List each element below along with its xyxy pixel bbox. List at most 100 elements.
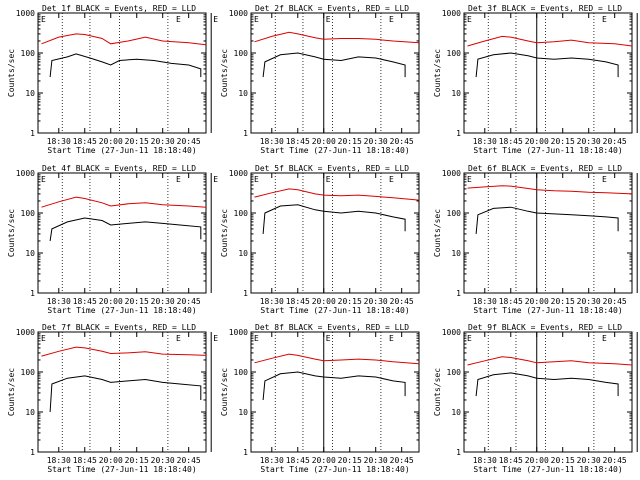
x-tick-label: 18:30 xyxy=(473,456,497,465)
x-tick-label: 18:30 xyxy=(473,137,497,146)
x-tick-label: 20:45 xyxy=(603,297,627,306)
events-series-line xyxy=(475,52,619,78)
y-tick-label: 100 xyxy=(21,209,36,218)
events-series-line xyxy=(49,375,202,413)
y-tick-label: 100 xyxy=(447,368,462,377)
x-tick-label: 20:45 xyxy=(177,297,201,306)
panel-title: Det 1f BLACK = Events, RED = LLD xyxy=(42,4,196,13)
y-tick-label: 10 xyxy=(238,408,248,417)
panel-title: Det 3f BLACK = Events, RED = LLD xyxy=(468,4,622,13)
detector-panel-1: Det 1f BLACK = Events, RED = LLD 1 10 100 10… xyxy=(7,4,218,155)
event-marker: E xyxy=(176,175,181,184)
y-axis-label: Counts/sec xyxy=(220,368,229,416)
x-tick-label: 18:30 xyxy=(47,137,71,146)
x-axis-label: Start Time (27-Jun-11 18:18:40) xyxy=(260,146,409,155)
x-tick-label: 20:30 xyxy=(151,297,175,306)
y-tick-label: 10 xyxy=(25,89,35,98)
x-tick-label: 20:45 xyxy=(603,137,627,146)
y-tick-label: 1000 xyxy=(442,328,461,337)
y-tick-label: 1 xyxy=(243,448,248,457)
event-marker: E xyxy=(254,334,259,343)
panel-title: Det 9f BLACK = Events, RED = LLD xyxy=(468,323,622,332)
y-axis-label: Counts/sec xyxy=(433,209,442,257)
x-tick-label: 20:00 xyxy=(525,297,549,306)
event-marker: E xyxy=(176,15,181,24)
events-series-line xyxy=(262,204,406,234)
y-tick-label: 10 xyxy=(451,249,461,258)
lld-series-line xyxy=(41,33,207,46)
y-tick-label: 10 xyxy=(238,89,248,98)
plot-frame xyxy=(463,12,633,134)
y-tick-label: 100 xyxy=(447,209,462,218)
lld-series-line xyxy=(467,356,633,366)
events-series-line xyxy=(475,206,619,234)
plot-frame xyxy=(250,331,420,453)
event-marker: E xyxy=(254,15,259,24)
event-marker: E xyxy=(41,334,46,343)
x-tick-label: 20:30 xyxy=(151,137,175,146)
y-tick-label: 10 xyxy=(25,408,35,417)
y-tick-label: 1000 xyxy=(229,169,248,178)
event-marker: E xyxy=(326,175,331,184)
detector-panel-4: Det 4f BLACK = Events, RED = LLD 1 10 100 10… xyxy=(7,164,218,315)
x-tick-label: 20:15 xyxy=(338,456,362,465)
detector-panel-8: Det 8f BLACK = Events, RED = LLD 1 10 100 10… xyxy=(220,323,420,474)
event-marker: E xyxy=(213,334,218,343)
panel-title: Det 6f BLACK = Events, RED = LLD xyxy=(468,164,622,173)
y-tick-label: 1000 xyxy=(442,9,461,18)
x-tick-label: 20:45 xyxy=(390,297,414,306)
x-axis-label: Start Time (27-Jun-11 18:18:40) xyxy=(473,465,622,474)
panel-title: Det 5f BLACK = Events, RED = LLD xyxy=(255,164,409,173)
x-tick-label: 20:15 xyxy=(125,456,149,465)
x-tick-label: 20:45 xyxy=(390,456,414,465)
lld-series-line xyxy=(41,346,207,357)
events-series-line xyxy=(49,53,202,78)
panel-title: Det 8f BLACK = Events, RED = LLD xyxy=(255,323,409,332)
event-marker: E xyxy=(326,334,331,343)
detector-panel-2: Det 2f BLACK = Events, RED = LLD 1 10 100 10… xyxy=(220,4,420,155)
y-tick-label: 1 xyxy=(456,129,461,138)
x-tick-label: 20:15 xyxy=(338,297,362,306)
x-tick-label: 18:30 xyxy=(260,456,284,465)
y-tick-label: 10 xyxy=(238,249,248,258)
y-tick-label: 1000 xyxy=(16,169,35,178)
lld-series-line xyxy=(467,35,633,47)
event-marker: E xyxy=(602,15,607,24)
x-tick-label: 18:45 xyxy=(73,297,97,306)
x-tick-label: 18:30 xyxy=(47,456,71,465)
x-tick-label: 20:00 xyxy=(312,297,336,306)
detector-panel-9: Det 9f BLACK = Events, RED = LLD 1 10 100 10… xyxy=(433,323,640,474)
x-tick-label: 18:30 xyxy=(260,297,284,306)
x-tick-label: 20:00 xyxy=(312,456,336,465)
event-marker: E xyxy=(41,15,46,24)
x-tick-label: 20:45 xyxy=(177,137,201,146)
x-tick-label: 20:30 xyxy=(364,137,388,146)
events-series-line xyxy=(262,371,406,401)
events-series-line xyxy=(475,372,619,397)
x-tick-label: 18:45 xyxy=(286,297,310,306)
y-axis-label: Counts/sec xyxy=(7,49,16,97)
x-tick-label: 20:30 xyxy=(577,297,601,306)
panel-title: Det 2f BLACK = Events, RED = LLD xyxy=(255,4,409,13)
x-axis-label: Start Time (27-Jun-11 18:18:40) xyxy=(47,306,196,315)
y-tick-label: 1000 xyxy=(442,169,461,178)
x-tick-label: 20:45 xyxy=(177,456,201,465)
x-tick-label: 20:15 xyxy=(551,456,575,465)
event-marker: E xyxy=(41,175,46,184)
x-tick-label: 18:45 xyxy=(286,137,310,146)
y-axis-label: Counts/sec xyxy=(433,368,442,416)
plot-frame xyxy=(250,172,420,294)
event-marker: E xyxy=(326,15,331,24)
lld-series-line xyxy=(254,188,420,201)
x-tick-label: 20:15 xyxy=(125,297,149,306)
panel-title: Det 4f BLACK = Events, RED = LLD xyxy=(42,164,196,173)
x-tick-label: 18:45 xyxy=(286,456,310,465)
plot-frame xyxy=(37,172,207,294)
x-tick-label: 20:00 xyxy=(99,137,123,146)
x-tick-label: 18:45 xyxy=(73,137,97,146)
x-tick-label: 18:30 xyxy=(47,297,71,306)
detector-panel-6: Det 6f BLACK = Events, RED = LLD 1 10 100 10… xyxy=(433,164,640,315)
x-tick-label: 20:00 xyxy=(99,297,123,306)
y-tick-label: 10 xyxy=(451,89,461,98)
x-tick-label: 20:30 xyxy=(577,137,601,146)
